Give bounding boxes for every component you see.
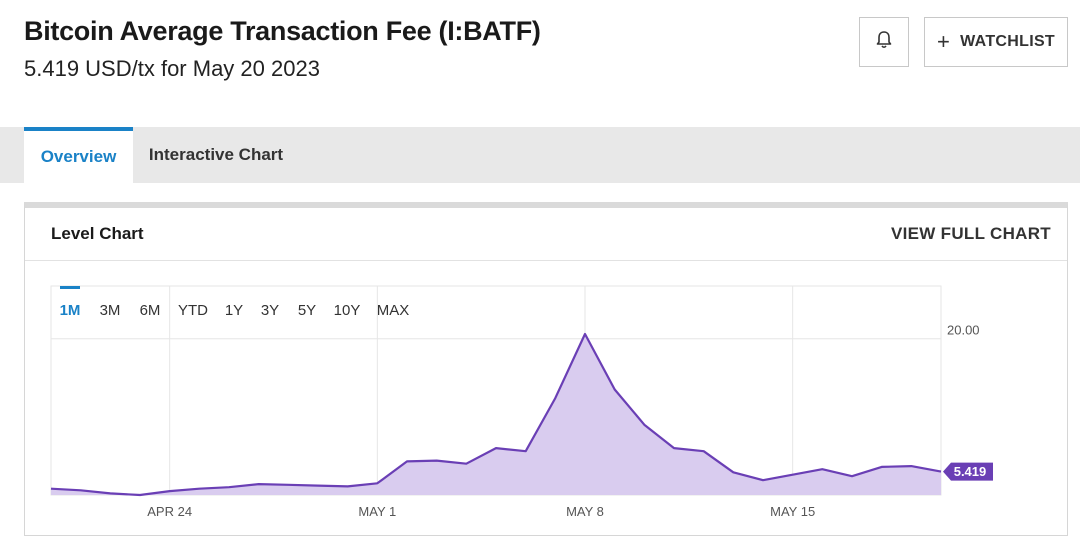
range-button-5y[interactable]: 5Y bbox=[298, 302, 316, 319]
y-tick-label: 20.00 bbox=[947, 323, 980, 338]
x-tick-label: APR 24 bbox=[147, 504, 192, 519]
range-button-label: 3Y bbox=[261, 302, 279, 319]
range-button-ytd[interactable]: YTD bbox=[178, 302, 208, 319]
range-button-1y[interactable]: 1Y bbox=[225, 302, 243, 319]
range-button-label: MAX bbox=[377, 302, 410, 319]
bell-icon bbox=[875, 30, 893, 55]
card-title: Level Chart bbox=[51, 224, 144, 243]
alert-button[interactable] bbox=[859, 17, 909, 67]
watchlist-button[interactable]: + WATCHLIST bbox=[924, 17, 1068, 67]
range-button-label: 5Y bbox=[298, 302, 316, 319]
tab-bar: Overview Interactive Chart bbox=[0, 127, 1080, 183]
tab-interactive-chart[interactable]: Interactive Chart bbox=[148, 145, 284, 164]
tab-overview[interactable]: Overview bbox=[24, 127, 133, 183]
range-button-3y[interactable]: 3Y bbox=[261, 302, 279, 319]
card-header: Level Chart VIEW FULL CHART bbox=[25, 208, 1067, 261]
current-value-subtitle: 5.419 USD/tx for May 20 2023 bbox=[24, 56, 320, 81]
range-button-label: 3M bbox=[100, 302, 121, 319]
series-line bbox=[50, 332, 942, 497]
watchlist-label: WATCHLIST bbox=[960, 33, 1055, 50]
last-value-badge-shape bbox=[943, 462, 993, 481]
x-tick-label: MAY 1 bbox=[358, 504, 396, 519]
plus-icon: + bbox=[937, 29, 951, 54]
last-value-badge: 5.419 bbox=[943, 462, 993, 481]
page-title: Bitcoin Average Transaction Fee (I:BATF) bbox=[24, 16, 541, 46]
range-button-label: YTD bbox=[178, 302, 208, 319]
range-button-label: 10Y bbox=[334, 302, 361, 319]
range-button-label: 6M bbox=[140, 302, 161, 319]
range-button-6m[interactable]: 6M bbox=[140, 302, 161, 319]
active-range-indicator bbox=[60, 286, 80, 289]
x-tick-label: MAY 8 bbox=[566, 504, 604, 519]
range-button-max[interactable]: MAX bbox=[377, 302, 410, 319]
last-value-label: 5.419 bbox=[954, 464, 987, 479]
range-button-label: 1Y bbox=[225, 302, 243, 319]
view-full-chart-link[interactable]: VIEW FULL CHART bbox=[890, 224, 1051, 243]
range-button-label: 1M bbox=[60, 302, 81, 319]
series-area bbox=[51, 334, 941, 495]
range-button-1m[interactable]: 1M bbox=[60, 286, 81, 319]
range-button-10y[interactable]: 10Y bbox=[334, 302, 361, 319]
range-button-3m[interactable]: 3M bbox=[100, 302, 121, 319]
x-tick-label: MAY 15 bbox=[770, 504, 815, 519]
